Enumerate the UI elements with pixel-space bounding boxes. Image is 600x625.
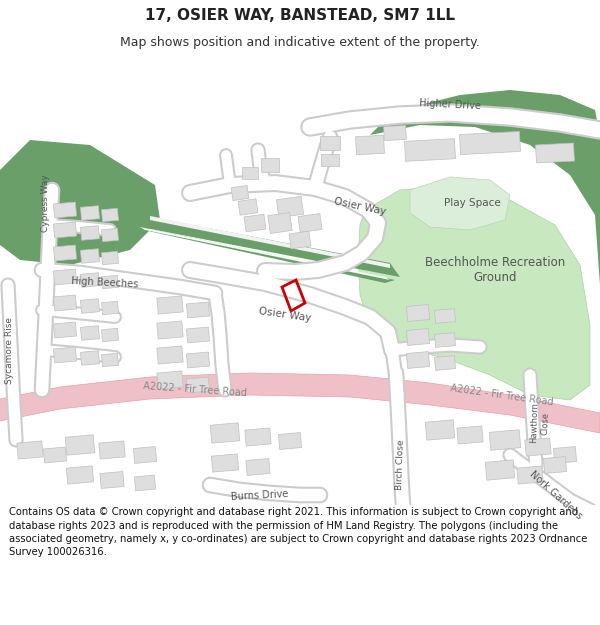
Text: Play Space: Play Space <box>443 198 500 208</box>
Bar <box>383 126 406 141</box>
Bar <box>489 430 521 450</box>
Bar <box>457 426 483 444</box>
Text: Osier Way: Osier Way <box>258 306 312 324</box>
Polygon shape <box>0 373 600 433</box>
Bar <box>157 321 183 339</box>
Text: Birch Close: Birch Close <box>395 439 406 491</box>
Bar <box>80 326 100 340</box>
Text: A2022 - Fir Tree Road: A2022 - Fir Tree Road <box>143 381 247 399</box>
Bar <box>101 228 118 242</box>
Bar <box>536 143 574 163</box>
Bar <box>187 327 209 343</box>
Bar <box>320 136 340 150</box>
Bar <box>101 301 118 314</box>
Bar <box>238 199 258 215</box>
Bar <box>321 154 339 166</box>
Bar <box>53 322 77 338</box>
Bar <box>231 186 249 201</box>
Polygon shape <box>130 213 400 277</box>
Text: Contains OS data © Crown copyright and database right 2021. This information is : Contains OS data © Crown copyright and d… <box>9 508 587 557</box>
Bar <box>65 435 95 455</box>
Bar <box>80 272 100 288</box>
Polygon shape <box>370 90 600 285</box>
Bar <box>460 131 520 154</box>
Bar <box>101 276 118 289</box>
Bar <box>187 302 209 318</box>
Bar <box>101 328 118 342</box>
Bar <box>434 356 455 371</box>
Bar <box>134 475 155 491</box>
Bar <box>99 441 125 459</box>
Text: Cypress Way: Cypress Way <box>41 174 50 232</box>
Bar <box>53 347 77 363</box>
Bar <box>245 428 271 446</box>
Text: Hawthorn
Close: Hawthorn Close <box>530 402 550 444</box>
Bar <box>289 231 311 249</box>
Bar <box>277 196 304 218</box>
Bar <box>17 441 43 459</box>
Bar <box>100 471 124 489</box>
Bar <box>80 249 100 263</box>
Text: High Beeches: High Beeches <box>71 276 139 290</box>
Bar <box>53 222 77 238</box>
Bar <box>434 332 455 348</box>
Polygon shape <box>130 227 395 283</box>
Polygon shape <box>150 216 390 268</box>
Polygon shape <box>410 177 510 230</box>
Bar <box>485 460 515 480</box>
Text: A2022 - Fir Tree Road: A2022 - Fir Tree Road <box>450 383 554 407</box>
Bar <box>425 420 455 440</box>
Bar <box>187 377 209 393</box>
Text: Higher Drive: Higher Drive <box>419 98 481 112</box>
Bar <box>53 245 77 261</box>
Bar <box>544 457 566 473</box>
Bar <box>53 202 77 218</box>
Bar <box>246 459 270 476</box>
Bar <box>53 295 77 311</box>
Bar <box>406 329 430 346</box>
Bar <box>261 158 279 172</box>
Bar <box>80 226 100 240</box>
Bar <box>517 466 543 484</box>
Bar <box>244 214 266 232</box>
Text: Beechholme Recreation
Ground: Beechholme Recreation Ground <box>425 256 565 284</box>
Text: Sycamore Rise: Sycamore Rise <box>5 316 14 384</box>
Polygon shape <box>0 140 160 265</box>
Bar <box>53 269 77 285</box>
Bar <box>553 447 577 463</box>
Bar <box>434 309 455 323</box>
Text: Nork Gardens: Nork Gardens <box>528 469 584 521</box>
Bar <box>80 299 100 313</box>
Bar <box>210 423 240 443</box>
Bar <box>404 139 455 161</box>
Bar <box>268 213 292 234</box>
Bar <box>157 371 183 389</box>
Bar <box>157 296 183 314</box>
Bar <box>406 352 430 368</box>
Bar <box>298 214 322 232</box>
Bar <box>101 353 118 367</box>
Bar <box>525 438 551 456</box>
Bar <box>242 167 258 179</box>
Text: 17, OSIER WAY, BANSTEAD, SM7 1LL: 17, OSIER WAY, BANSTEAD, SM7 1LL <box>145 8 455 23</box>
Polygon shape <box>140 227 390 280</box>
Text: Map shows position and indicative extent of the property.: Map shows position and indicative extent… <box>120 36 480 49</box>
Bar <box>67 466 94 484</box>
Bar <box>133 447 157 463</box>
Bar <box>43 447 67 463</box>
Bar <box>80 351 100 365</box>
Bar <box>211 454 239 472</box>
Text: Osier Way: Osier Way <box>333 197 387 217</box>
Bar <box>80 206 100 220</box>
Bar <box>101 208 118 222</box>
Bar <box>406 304 430 321</box>
Bar <box>187 352 209 368</box>
Text: Burns Drive: Burns Drive <box>231 489 289 501</box>
Bar <box>157 346 183 364</box>
Bar <box>101 251 118 264</box>
Bar <box>278 432 302 449</box>
Bar <box>356 135 385 155</box>
Polygon shape <box>358 185 590 400</box>
